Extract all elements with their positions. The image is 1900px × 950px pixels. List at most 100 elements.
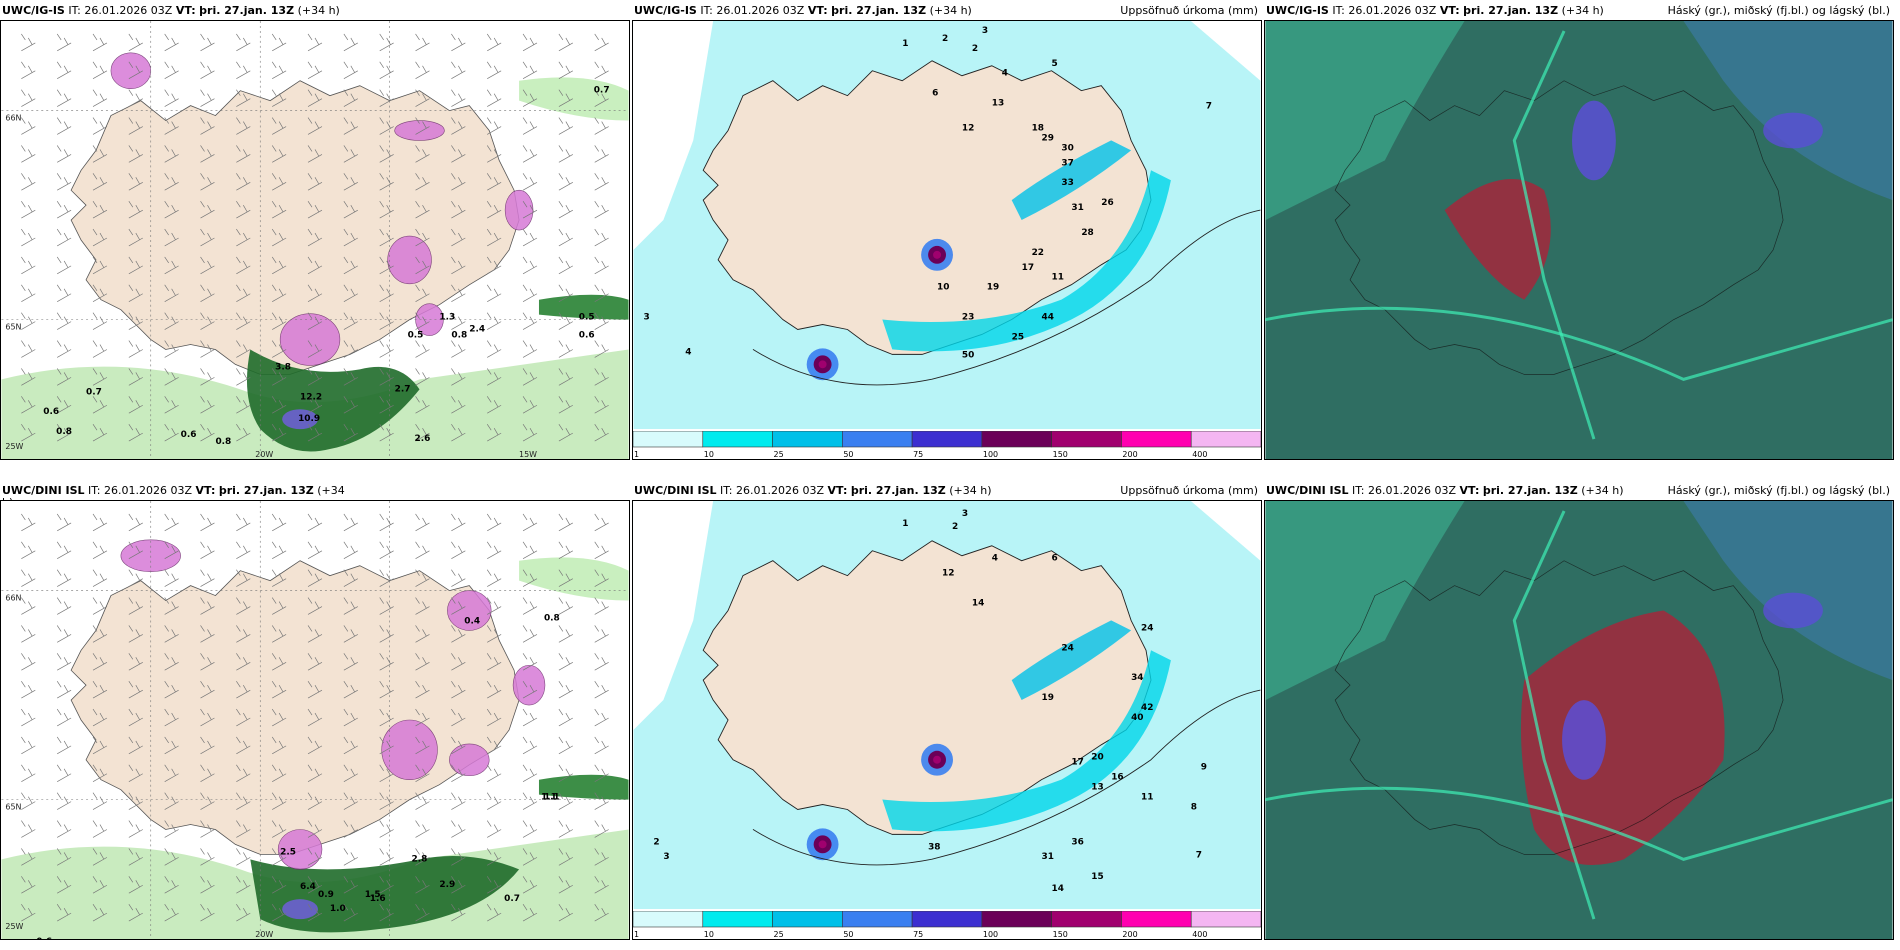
panel-header: UWC/IG-IS IT: 26.01.2026 03Z VT: þri. 27… [1264, 0, 1894, 22]
vt-label: VT: [195, 484, 216, 497]
value-label: 1.1 [544, 793, 560, 803]
vt-label: VT: [807, 4, 828, 17]
iceland-landmass [702, 60, 1152, 355]
vt-value: þri. 27.jan. 13Z [199, 4, 295, 17]
lead-time: (+34 h) [1581, 484, 1624, 497]
lead-time: (+34 h) [929, 4, 972, 17]
value-label: 11 [1141, 793, 1153, 803]
colorbar-swatch [772, 911, 843, 928]
value-label: 0.8 [544, 613, 560, 623]
value-label: 1.5 [365, 890, 381, 900]
colorbar-tick: 50 [843, 450, 853, 459]
colorbar-tick: 400 [1192, 930, 1207, 939]
value-label: 12.2 [300, 392, 322, 402]
lead-time: (+34 h) [1561, 4, 1604, 17]
value-label: 8 [1191, 802, 1197, 812]
colorbar-tick: 25 [774, 930, 784, 939]
value-label: 0.6 [181, 430, 197, 440]
it-label: IT: [700, 4, 713, 17]
value-label: 3 [982, 26, 988, 36]
cloud-cover-map [1264, 20, 1894, 460]
colorbar-swatch [633, 431, 704, 448]
value-label: 0.4 [464, 616, 480, 626]
value-label: 2 [952, 522, 958, 532]
colorbar-tick: 10 [704, 450, 714, 459]
value-label: 22 [1032, 248, 1044, 258]
value-label: 2.6 [415, 434, 431, 444]
value-label: 0.9 [318, 890, 334, 900]
colorbar-tick: 150 [1053, 930, 1068, 939]
colorbar-tick: 200 [1122, 930, 1137, 939]
it-label: IT: [1352, 484, 1365, 497]
value-label: 19 [987, 283, 999, 293]
lead-time: (+34 h) [297, 4, 340, 17]
value-label: 14 [1051, 884, 1063, 894]
value-label: 1.0 [330, 904, 346, 914]
vt-label: VT: [175, 4, 196, 17]
it-label: IT: [720, 484, 733, 497]
colorbar-swatch [981, 431, 1052, 448]
colorbar-swatch [1121, 911, 1192, 928]
value-label: 1 [902, 519, 908, 529]
panel-header: UWC/DINI ISL IT: 26.01.2026 03Z VT: þri.… [1264, 480, 1894, 502]
it-label: IT: [88, 484, 101, 497]
value-label: 3 [663, 852, 669, 862]
value-label: 2.9 [439, 880, 455, 890]
value-label: 36 [1071, 837, 1083, 847]
value-label: 12 [942, 569, 954, 579]
it-label: IT: [1332, 4, 1345, 17]
value-label: 4 [685, 347, 691, 357]
colorbar-tick: 400 [1192, 450, 1207, 459]
value-label: 17 [1022, 263, 1034, 273]
colorbar-tick: 75 [913, 930, 923, 939]
accum-precip-map: 1 2 3 4 5 12 13 18 29 30 37 33 31 26 28 22 11 19 17 44 25 23 5… [632, 20, 1262, 460]
value-label: 6 [932, 89, 938, 99]
axis-label: 25W [5, 442, 23, 451]
cloud-cover-map [1264, 500, 1894, 940]
value-label: 34 [1131, 673, 1143, 683]
value-label: 1 [902, 39, 908, 49]
value-label: 5 [1051, 59, 1057, 69]
value-label: 0.5 [408, 331, 424, 341]
axis-label: 20W [255, 930, 273, 939]
value-label: 7 [1196, 850, 1202, 860]
precip-type-map: 0.7 0.5 0.6 3.8 12.2 10.9 0.7 0.6 0.8 0.6 0.8 2.7 2.… [0, 20, 630, 460]
value-label: 37 [1061, 158, 1073, 168]
colorbar-tick: 1 [634, 930, 639, 939]
lead-time: (+34 h) [949, 484, 992, 497]
colorbar-swatch [1051, 431, 1122, 448]
colorbar-tick: 25 [774, 450, 784, 459]
colorbar: 1 10 25 50 75 100 150 200 400 [633, 431, 1261, 459]
colorbar-swatch [911, 431, 983, 448]
value-label: 10.9 [298, 414, 320, 424]
value-label: 13 [992, 99, 1004, 109]
value-label: 25 [1012, 332, 1024, 342]
value-label: 6 [1051, 554, 1057, 564]
it-label: IT: [68, 4, 81, 17]
value-label: 1.3 [439, 313, 455, 323]
colorbar-tick: 1 [634, 450, 639, 459]
value-label: 24 [1061, 643, 1073, 653]
panel-title: Háský (gr.), miðský (fj.bl.) og lágský (… [1667, 484, 1890, 497]
model-name: UWC/DINI ISL [2, 484, 85, 497]
value-label: 4 [992, 554, 998, 564]
panel-ig-is-accum: UWC/IG-IS IT: 26.01.2026 03Z VT: þri. 27… [632, 0, 1262, 460]
axis-label: 65N [5, 323, 21, 332]
colorbar-tick: 200 [1122, 450, 1137, 459]
colorbar-tick: 50 [843, 930, 853, 939]
value-label: 44 [1042, 313, 1054, 323]
colorbar-swatch [633, 911, 704, 928]
iceland-landmass [70, 560, 520, 855]
value-label: 2 [942, 34, 948, 44]
value-label: 50 [962, 350, 974, 360]
axis-label: 25W [5, 922, 23, 931]
colorbar-swatch [981, 911, 1052, 928]
accum-precip-map: 1 2 3 4 6 12 14 24 34 42 40 24 20 17 16 9 8 11 13 19 36 31 15 1… [632, 500, 1262, 940]
panel-dini-clouds: UWC/DINI ISL IT: 26.01.2026 03Z VT: þri.… [1264, 480, 1894, 940]
value-label: 26 [1101, 198, 1113, 208]
iceland-landmass [70, 80, 520, 375]
colorbar: 1 10 25 50 75 100 150 200 400 [633, 911, 1261, 939]
vt-label: VT: [827, 484, 848, 497]
value-label: 0.7 [86, 387, 102, 397]
colorbar-swatch [1051, 911, 1122, 928]
